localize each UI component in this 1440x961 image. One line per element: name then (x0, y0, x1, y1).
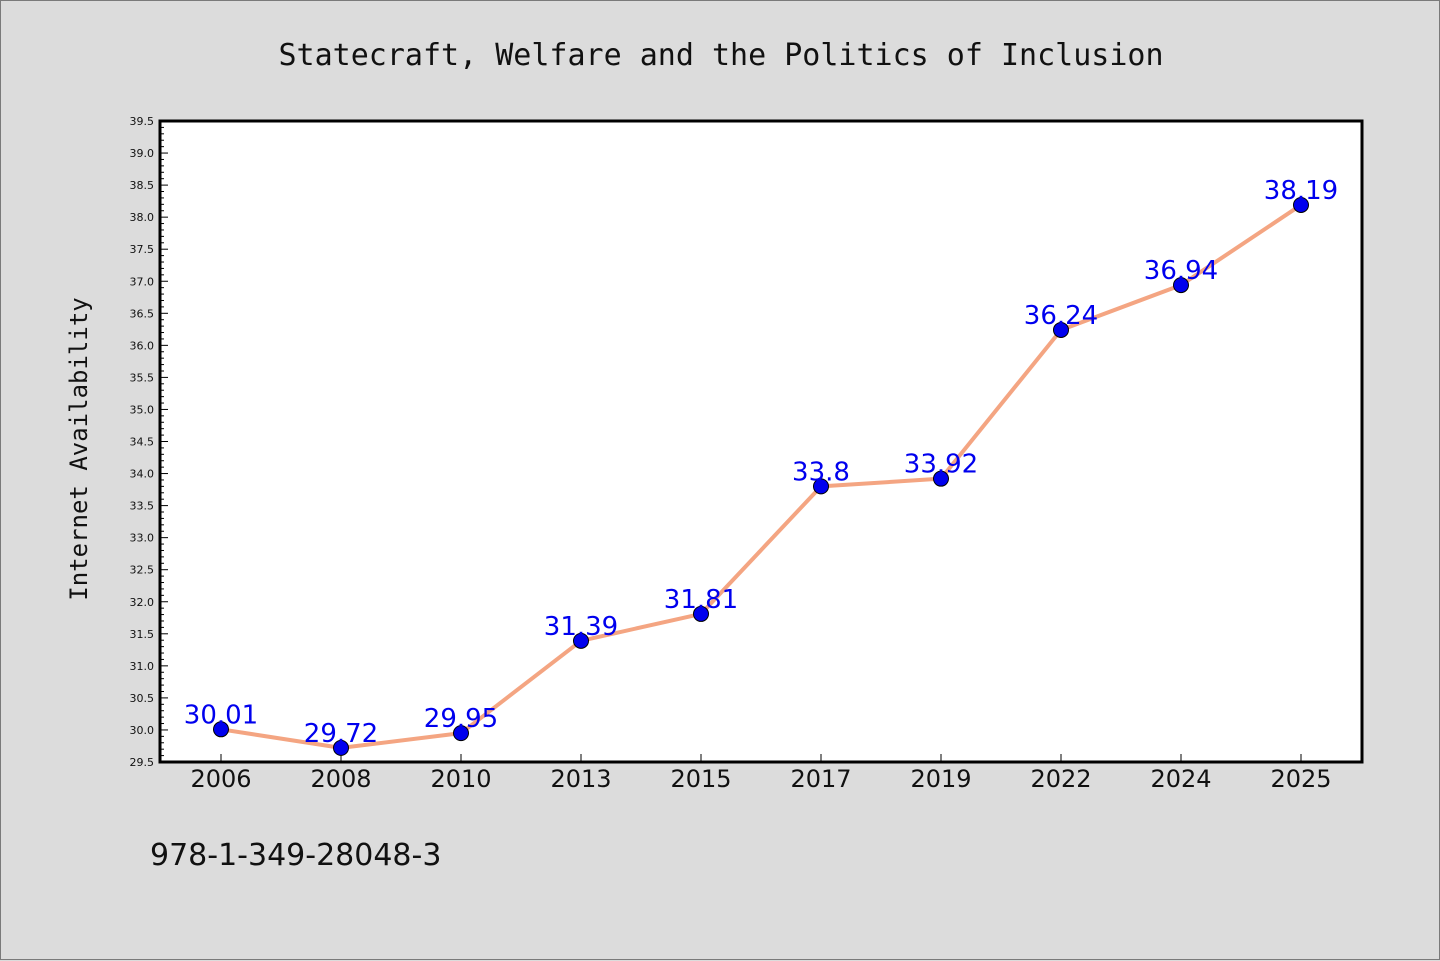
data-point-label: 29.95 (424, 704, 498, 734)
plot-frame (158, 119, 1364, 764)
data-point-marker (573, 632, 589, 649)
data-point-label: 36.24 (1024, 301, 1098, 331)
plot-area (160, 121, 1362, 762)
y-tick-label: 39.5 (130, 115, 155, 128)
y-tick-label: 36.5 (130, 307, 155, 320)
data-point-marker (813, 478, 829, 495)
data-point-marker (213, 721, 229, 738)
y-tick-label: 38.5 (130, 179, 155, 192)
data-markers (213, 196, 1309, 756)
y-tick-label: 32.5 (130, 564, 155, 577)
x-tick-label: 2006 (190, 765, 251, 793)
x-tick-label: 2022 (1030, 765, 1091, 793)
data-point-label: 33.92 (904, 450, 978, 480)
data-point-label: 36.94 (1144, 256, 1218, 286)
y-tick-label: 33.5 (130, 500, 155, 513)
data-point-marker (1293, 196, 1309, 213)
y-tick-label: 38.0 (130, 211, 155, 224)
y-tick-label: 37.0 (130, 275, 155, 288)
x-tick-label: 2017 (790, 765, 851, 793)
y-tick-label: 39.0 (130, 147, 155, 160)
x-tick-label: 2019 (910, 765, 971, 793)
y-tick-label: 37.5 (130, 243, 155, 256)
data-point-label: 29.72 (304, 719, 378, 749)
series-line (219, 202, 1303, 750)
y-tick-label: 30.0 (130, 724, 155, 737)
x-tick-label: 2008 (310, 765, 371, 793)
data-point-label: 31.81 (664, 585, 738, 615)
y-tick-label: 34.5 (130, 436, 155, 449)
x-tick-label: 2024 (1150, 765, 1211, 793)
data-point-label: 31.39 (544, 612, 618, 642)
data-point-label: 33.8 (792, 457, 850, 487)
y-tick-label: 34.0 (130, 468, 155, 481)
y-tick-label: 30.5 (130, 692, 155, 705)
x-axis-ticks: 2006 2008 2010 2013 2015 2017 2019 2022 2024 2025 (190, 754, 1332, 793)
y-tick-label: 29.5 (130, 756, 155, 769)
data-point-marker (933, 470, 949, 487)
data-point-marker (1173, 277, 1189, 294)
data-point-marker (453, 725, 469, 742)
data-point-label: 38.19 (1264, 176, 1338, 206)
data-point-marker (333, 739, 349, 756)
x-tick-label: 2015 (670, 765, 731, 793)
data-point-label: 30.01 (184, 700, 258, 730)
y-tick-label: 31.0 (130, 660, 155, 673)
x-tick-label: 2025 (1270, 765, 1331, 793)
y-axis-label: Internet Availability (65, 297, 93, 600)
y-tick-label: 31.5 (130, 628, 155, 641)
isbn-footer: 978-1-349-28048-3 (150, 838, 441, 873)
y-tick-label: 33.0 (130, 532, 155, 545)
x-tick-label: 2013 (550, 765, 611, 793)
data-point-marker (693, 605, 709, 622)
x-tick-label: 2010 (430, 765, 491, 793)
y-tick-label: 36.0 (130, 339, 155, 352)
data-point-marker (1053, 321, 1069, 338)
data-labels: 30.01 29.72 29.95 31.39 31.81 33.8 33.92 36.24 3… (184, 176, 1338, 749)
chart-title: Statecraft, Welfare and the Politics of … (278, 38, 1163, 73)
y-tick-label: 35.5 (130, 371, 155, 384)
y-tick-label: 35.0 (130, 403, 155, 416)
y-tick-label: 32.0 (130, 596, 155, 609)
